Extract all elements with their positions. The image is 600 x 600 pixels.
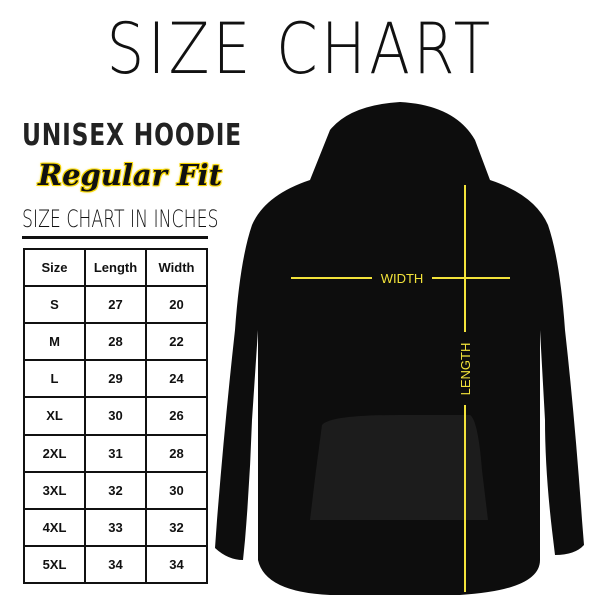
table-row: 2XL 31 28 xyxy=(23,433,208,473)
table-cell: 34 xyxy=(84,544,147,585)
table-cell: 2XL xyxy=(23,433,86,473)
table-cell: M xyxy=(23,322,86,362)
table-cell: 4XL xyxy=(23,507,86,547)
table-cell: 34 xyxy=(145,544,208,585)
fit-label: Regular Fit xyxy=(38,158,223,192)
width-label: WIDTH xyxy=(381,271,424,286)
table-row: 4XL 33 32 xyxy=(23,507,208,547)
table-cell: 30 xyxy=(84,396,147,436)
table-cell: 27 xyxy=(84,285,147,325)
table-header-row: Size Length Width xyxy=(23,247,208,288)
table-row: 5XL 34 34 xyxy=(23,544,208,585)
table-cell: Length xyxy=(84,247,147,288)
table-cell: 28 xyxy=(145,433,208,473)
table-row: XL 30 26 xyxy=(23,396,208,436)
table-row: 3XL 32 30 xyxy=(23,470,208,510)
table-cell: 32 xyxy=(145,507,208,547)
hoodie-body xyxy=(215,102,584,595)
table-cell: 24 xyxy=(145,359,208,399)
table-cell: 20 xyxy=(145,285,208,325)
table-row: M 28 22 xyxy=(23,322,208,362)
table-row: S 27 20 xyxy=(23,285,208,325)
table-cell: 5XL xyxy=(23,544,86,585)
table-cell: 32 xyxy=(84,470,147,510)
hoodie-pocket xyxy=(310,415,488,520)
table-cell: 30 xyxy=(145,470,208,510)
table-cell: S xyxy=(23,285,86,325)
table-cell: 28 xyxy=(84,322,147,362)
table-cell: 29 xyxy=(84,359,147,399)
table-cell: XL xyxy=(23,396,86,436)
table-cell: 31 xyxy=(84,433,147,473)
table-cell: 22 xyxy=(145,322,208,362)
table-cell: Size xyxy=(23,247,86,288)
page-title: SIZE CHART xyxy=(106,8,494,90)
size-table: Size Length Width S 27 20 M 28 22 L 29 24 XL 30 26 2XL 3… xyxy=(23,247,208,585)
length-label: LENGTH xyxy=(458,343,473,396)
table-cell: 26 xyxy=(145,396,208,436)
table-cell: 3XL xyxy=(23,470,86,510)
divider xyxy=(22,236,208,239)
table-cell: Width xyxy=(145,247,208,288)
table-cell: L xyxy=(23,359,86,399)
table-row: L 29 24 xyxy=(23,359,208,399)
table-cell: 33 xyxy=(84,507,147,547)
